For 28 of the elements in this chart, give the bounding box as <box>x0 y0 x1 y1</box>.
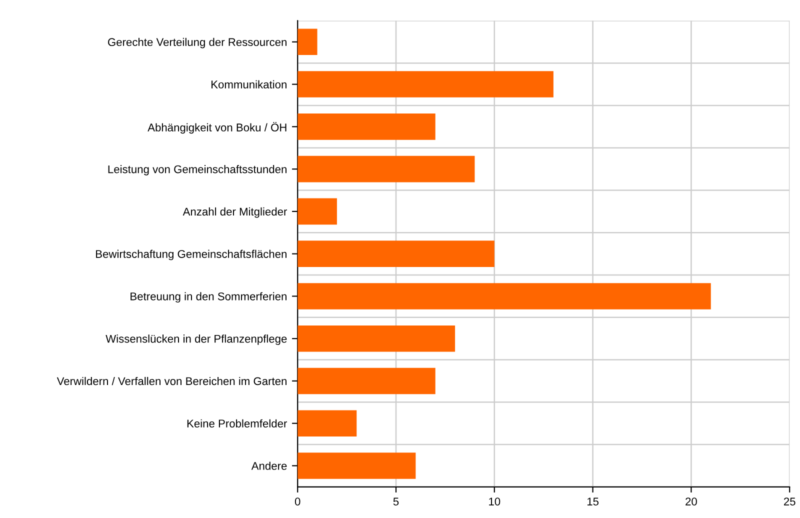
bar <box>298 452 416 479</box>
bar <box>298 198 337 225</box>
y-tick-label: Leistung von Gemeinschaftsstunden <box>108 165 286 176</box>
y-tick-label: Keine Problemfelder <box>187 419 288 428</box>
bar <box>298 114 436 140</box>
bar <box>298 410 357 436</box>
y-tick-label: Betreuung in den Sommerferien <box>130 292 286 303</box>
y-tick-label: Wissenslücken in der Pflanzenpflege <box>106 334 287 345</box>
bar <box>298 71 554 98</box>
x-tick-label: 5 <box>393 498 399 506</box>
x-tick-label: 25 <box>784 498 796 506</box>
bar <box>298 156 475 182</box>
y-tick-label: Bewirtschaftung Gemeinschaftsflächen <box>96 250 286 260</box>
x-tick-label: 10 <box>489 498 500 506</box>
bar <box>298 325 456 352</box>
y-tick-label: Andere <box>251 462 287 470</box>
x-tick-label: 15 <box>587 498 599 506</box>
y-tick-label: Gerechte Verteilung der Ressourcen <box>108 38 286 48</box>
y-tick-label: Anzahl der Mitglieder <box>182 207 288 218</box>
bar <box>298 240 494 267</box>
bar <box>298 283 711 310</box>
y-tick-label: Abhängigkeit von Boku / ÖH <box>148 122 286 134</box>
y-tick-label: Verwildern / Verfallen von Bereichen im Garten <box>56 376 286 386</box>
x-tick-label: 0 <box>294 498 300 506</box>
x-tick-label: 20 <box>686 498 697 506</box>
bar <box>298 368 436 394</box>
y-tick-label: Kommunikation <box>212 80 286 88</box>
bar <box>298 28 318 56</box>
